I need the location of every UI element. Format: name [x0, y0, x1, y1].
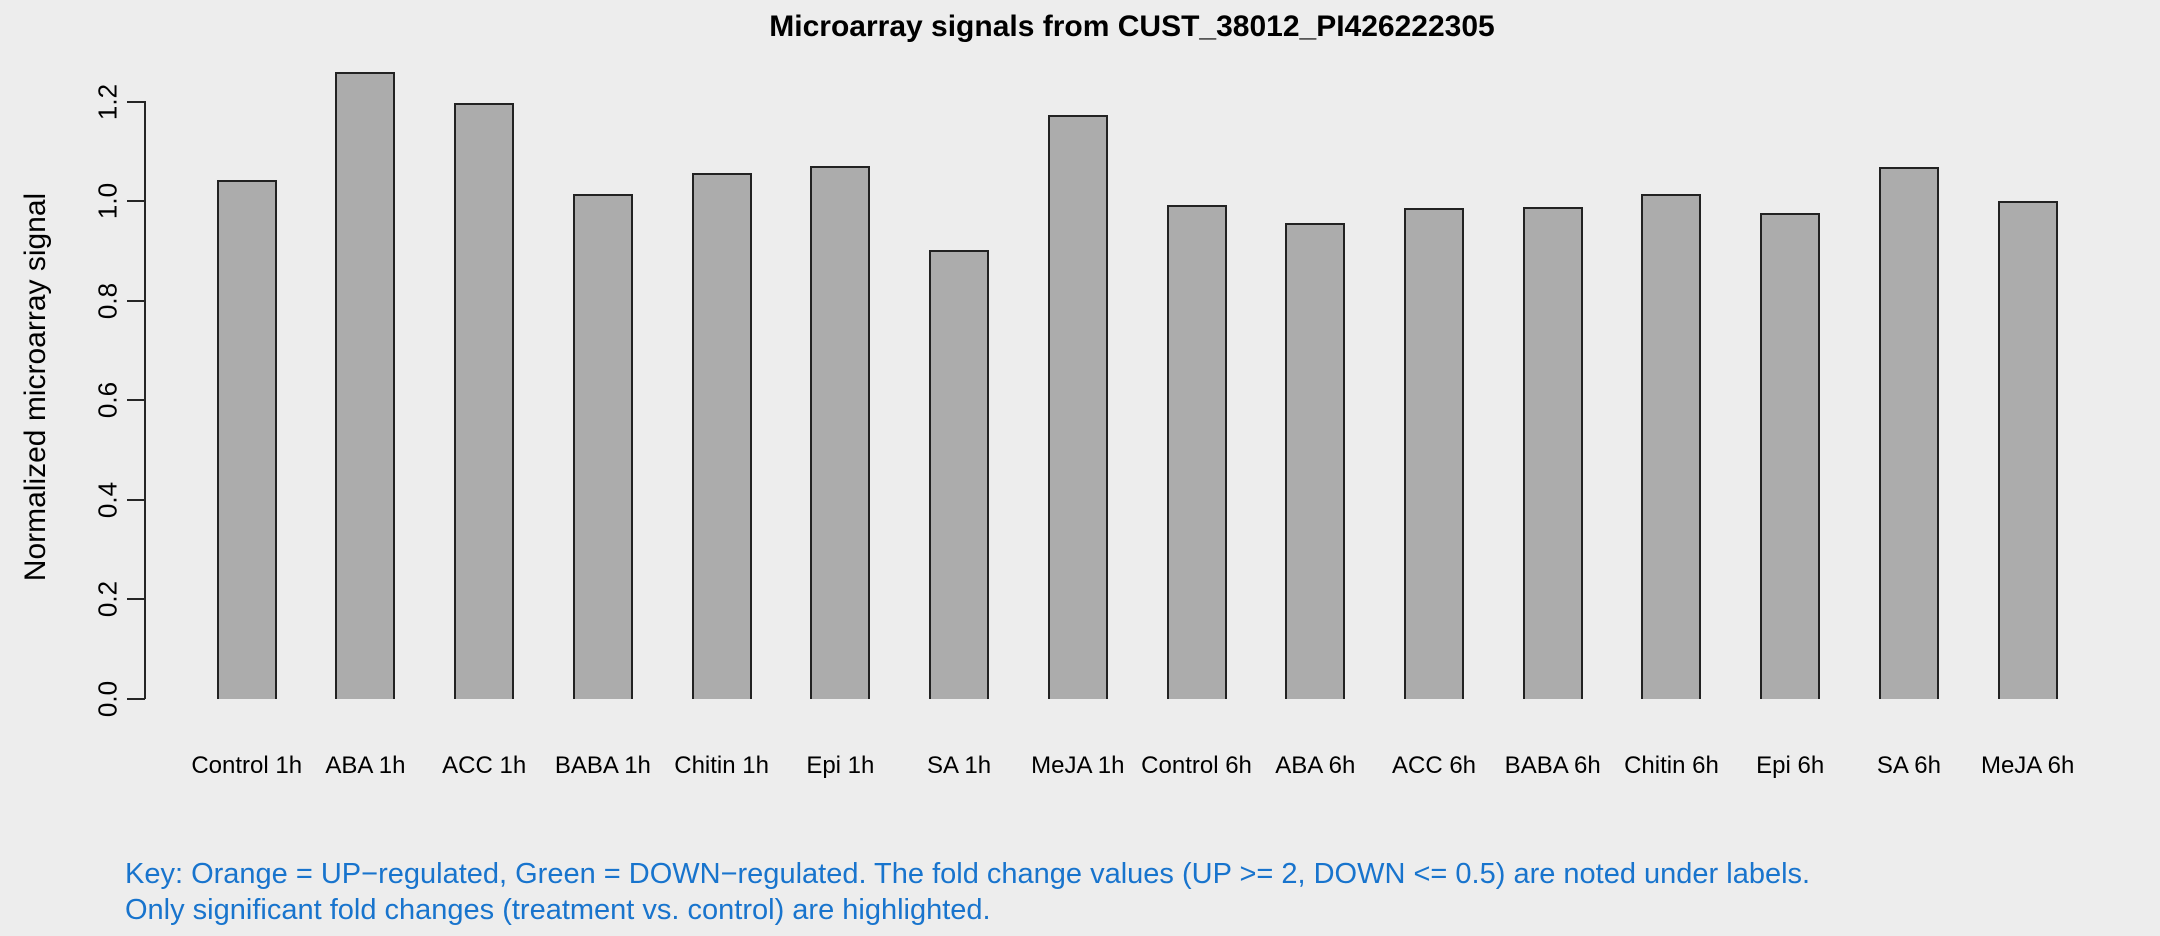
y-tick-label: 0.8: [92, 282, 123, 319]
y-tick-label: 0.6: [92, 382, 123, 419]
key-line-2: Only significant fold changes (treatment…: [125, 894, 991, 926]
bar-acc-6h: [1404, 208, 1464, 699]
bar-acc-1h: [454, 102, 515, 699]
y-tick-label: 0.0: [92, 680, 123, 717]
x-tick-label: Chitin 6h: [1624, 752, 1719, 779]
y-tick-mark: [127, 299, 145, 302]
y-tick-mark: [127, 100, 145, 103]
x-tick-label: ABA 1h: [325, 752, 406, 779]
bar-meja-1h: [1047, 115, 1108, 699]
y-tick-mark: [127, 200, 145, 203]
bar-chitin-1h: [691, 173, 752, 699]
x-tick-label: Chitin 1h: [674, 752, 769, 779]
bar-baba-6h: [1522, 206, 1583, 699]
y-tick-label: 1.0: [92, 183, 123, 220]
y-tick-label: 1.2: [92, 83, 123, 120]
x-tick-label: BABA 6h: [1504, 752, 1601, 779]
bar-aba-1h: [335, 71, 396, 699]
chart-title: Microarray signals from CUST_38012_PI426…: [769, 10, 1495, 43]
bar-epi-6h: [1760, 213, 1821, 699]
y-tick-mark: [127, 498, 145, 501]
x-tick-label: SA 1h: [927, 752, 992, 779]
y-tick-mark: [127, 399, 145, 402]
y-tick-label: 0.2: [92, 581, 123, 618]
x-tick-label: Control 6h: [1141, 752, 1252, 779]
bar-sa-1h: [929, 250, 990, 699]
bar-sa-6h: [1878, 166, 1939, 699]
bar-aba-6h: [1285, 222, 1346, 699]
x-tick-label: ACC 6h: [1391, 752, 1477, 779]
y-tick-mark: [127, 697, 145, 700]
bar-meja-6h: [1997, 201, 2058, 699]
bar-baba-1h: [572, 194, 633, 699]
x-tick-label: Epi 6h: [1756, 752, 1825, 779]
key-line-1: Key: Orange = UP−regulated, Green = DOWN…: [125, 858, 1811, 890]
x-tick-label: MeJA 6h: [1980, 752, 2075, 779]
y-axis-title: Normalized microarray signal: [19, 192, 52, 582]
bar-chitin-6h: [1641, 193, 1702, 699]
bar-control-1h: [216, 179, 277, 699]
x-tick-label: BABA 1h: [554, 752, 651, 779]
bar-epi-1h: [810, 166, 871, 699]
x-tick-label: Epi 1h: [806, 752, 875, 779]
x-tick-label: ABA 6h: [1275, 752, 1356, 779]
x-tick-label: MeJA 1h: [1031, 752, 1125, 779]
x-tick-label: ACC 1h: [442, 752, 527, 779]
y-tick-label: 0.4: [92, 481, 123, 518]
y-tick-mark: [127, 598, 145, 601]
y-axis-line: [144, 101, 146, 699]
bar-control-6h: [1166, 204, 1227, 699]
x-tick-label: SA 6h: [1876, 752, 1941, 779]
x-tick-label: Control 1h: [191, 752, 303, 779]
